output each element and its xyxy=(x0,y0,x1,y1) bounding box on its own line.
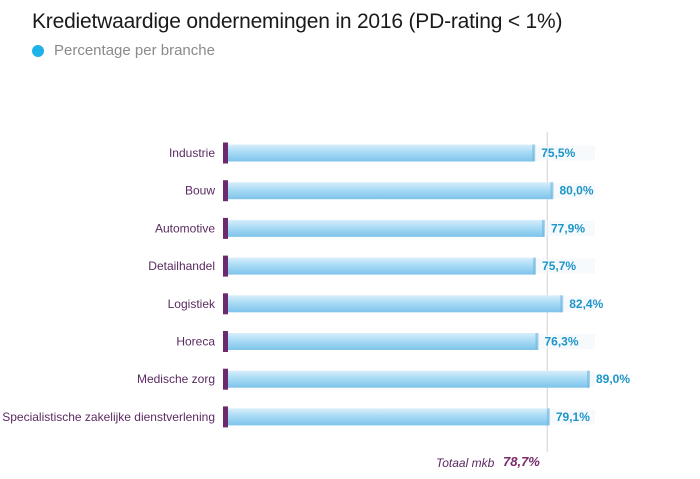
legend: Percentage per branche xyxy=(32,42,215,59)
chart-title: Kredietwaardige ondernemingen in 2016 (P… xyxy=(32,10,563,33)
value-label: 89,0% xyxy=(596,372,630,386)
bar-end xyxy=(533,257,537,275)
bar-accent xyxy=(223,406,228,428)
category-label: Industrie xyxy=(169,146,215,160)
value-label: 82,4% xyxy=(569,297,603,311)
value-label: 80,0% xyxy=(559,184,593,198)
total-label: Totaal mkb xyxy=(436,456,495,470)
legend-label: Percentage per branche xyxy=(54,42,215,59)
category-label: Specialistische zakelijke dienstverlenin… xyxy=(2,410,215,424)
bar xyxy=(228,370,589,388)
value-label: 76,3% xyxy=(544,335,578,349)
value-label: 77,9% xyxy=(551,221,585,235)
category-label: Medische zorg xyxy=(137,372,215,386)
bar xyxy=(228,333,538,350)
bar xyxy=(228,295,563,313)
bar xyxy=(228,219,544,237)
bar-end xyxy=(560,295,564,313)
category-label: Detailhandel xyxy=(148,259,215,273)
bar xyxy=(228,182,553,200)
bar-end xyxy=(550,182,554,200)
value-label: 75,5% xyxy=(541,146,575,160)
total-value: 78,7% xyxy=(503,454,540,469)
bar-accent xyxy=(223,368,228,390)
bar-accent xyxy=(223,217,228,239)
bar-end xyxy=(546,408,550,426)
bar-accent xyxy=(223,142,228,164)
bar-accent xyxy=(223,255,228,277)
bar-end xyxy=(532,144,536,162)
bar xyxy=(228,257,536,275)
legend-marker xyxy=(32,44,44,57)
bar-end xyxy=(541,219,545,237)
bar-end xyxy=(535,333,539,350)
bar-accent xyxy=(223,331,228,352)
bar-end xyxy=(587,370,590,388)
bar-accent xyxy=(223,180,228,202)
category-label: Logistiek xyxy=(168,297,216,311)
bar-accent xyxy=(223,293,228,315)
category-label: Automotive xyxy=(155,221,215,235)
category-label: Horeca xyxy=(176,335,215,349)
value-label: 75,7% xyxy=(542,259,576,273)
bar xyxy=(228,144,535,162)
value-label: 79,1% xyxy=(556,410,590,424)
bar xyxy=(228,408,549,426)
category-label: Bouw xyxy=(185,184,215,198)
